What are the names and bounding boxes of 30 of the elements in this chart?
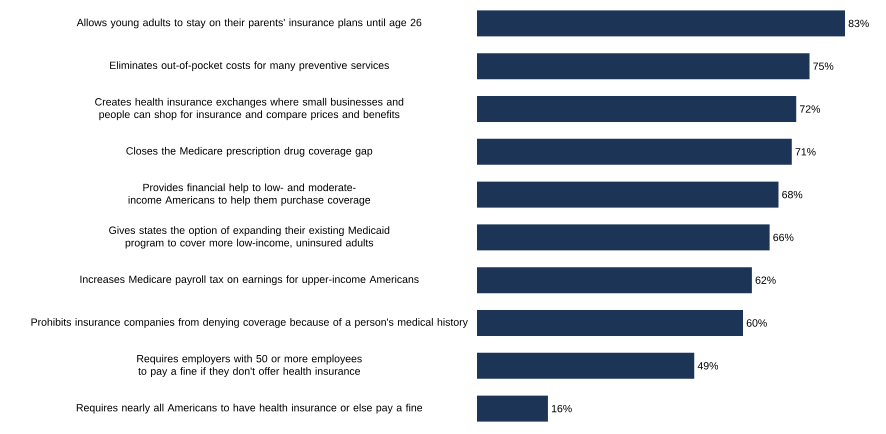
data-label: 75%: [813, 62, 834, 70]
data-label: 72%: [800, 105, 820, 113]
bar: [477, 10, 845, 36]
y-tick-label: Prohibits insurance companies from denying coverage because of a person's medical history: [31, 318, 468, 328]
y-tick-label: Gives states the option of expanding their existing Medicaid program to cover more low-income, uninsured adults: [109, 226, 390, 249]
y-tick-label: Increases Medicare payroll tax on earnings for upper-income Americans: [80, 275, 419, 286]
data-label: 62%: [756, 276, 776, 284]
y-tick-label: Creates health insurance exchanges where small businesses and people can shop for insurance and compare prices and benefits: [95, 98, 404, 120]
data-label: 49%: [698, 362, 718, 370]
y-tick-label: Requires employers with 50 or more employees to pay a fine if they don't offer health insurance: [137, 354, 362, 377]
bar: [477, 53, 810, 80]
data-label: 60%: [746, 319, 767, 327]
bar: [477, 396, 548, 422]
y-tick-label: Requires nearly all Americans to have health insurance or else pay a fine: [76, 404, 422, 414]
y-tick-label: Provides financial help to low- and moderate-income Americans to help them purchase coverage: [128, 183, 370, 206]
y-tick-label: Allows young adults to stay on their parents' insurance plans until age 26: [76, 18, 422, 28]
bar: [477, 310, 744, 336]
bar: [477, 96, 796, 122]
y-tick-label: Closes the Medicare prescription drug coverage gap: [126, 146, 372, 157]
data-label: 71%: [796, 148, 816, 156]
bar: [477, 182, 778, 208]
y-tick-label: Eliminates out-of-pocket costs for many preventive services: [110, 61, 389, 72]
data-label: 16%: [552, 404, 572, 412]
data-label: 66%: [773, 234, 794, 242]
bar: [477, 138, 792, 165]
bar: [477, 352, 694, 379]
bar: [477, 267, 752, 294]
data-label: 68%: [782, 190, 802, 198]
bar: [477, 224, 770, 250]
data-label: 83%: [848, 20, 869, 28]
